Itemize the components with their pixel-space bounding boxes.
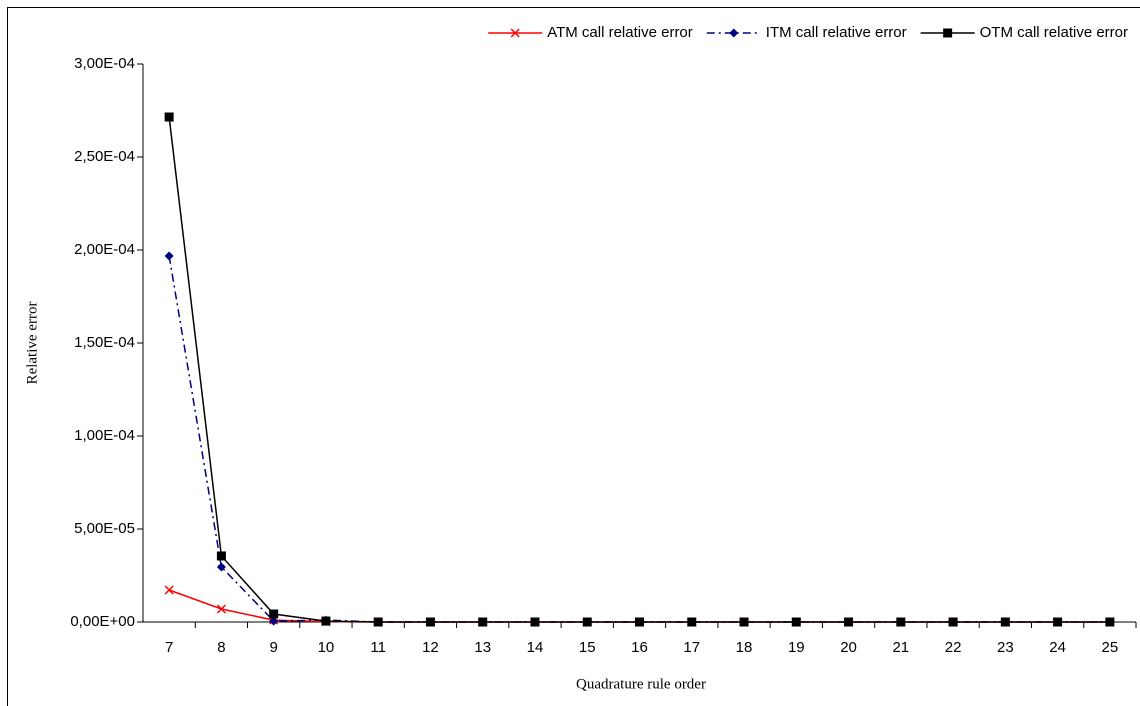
x-tick-label: 19	[788, 639, 805, 656]
x-tick-label: 16	[631, 639, 648, 656]
x-tick-label: 11	[370, 639, 386, 656]
data-point	[530, 617, 540, 627]
x-tick-label: 22	[945, 639, 962, 656]
x-tick-label: 25	[1102, 639, 1119, 656]
x-axis-label: Quadrature rule order	[576, 676, 706, 692]
x-tick-label: 21	[892, 639, 909, 656]
x-tick-label: 10	[318, 639, 335, 656]
y-tick-label: 0,00E+00	[70, 613, 135, 630]
legend-marker	[943, 28, 953, 38]
data-point	[582, 617, 592, 627]
data-point	[478, 617, 488, 627]
data-point	[1000, 617, 1010, 627]
x-tick-label: 13	[474, 639, 491, 656]
x-tick-label: 7	[165, 639, 173, 656]
x-tick-label: 12	[422, 639, 439, 656]
data-point	[269, 609, 279, 619]
chart-frame	[7, 7, 1140, 706]
legend-marker	[510, 28, 520, 38]
data-point	[216, 604, 226, 614]
x-tick-label: 24	[1049, 639, 1066, 656]
data-point	[373, 617, 383, 627]
data-point	[687, 617, 697, 627]
y-tick-label: 1,50E-04	[74, 334, 135, 351]
y-tick-label: 5,00E-05	[74, 520, 135, 537]
data-point	[1053, 617, 1063, 627]
y-tick-label: 2,50E-04	[74, 148, 135, 165]
data-point	[164, 251, 174, 261]
data-point	[425, 617, 435, 627]
data-point	[216, 551, 226, 561]
x-tick-label: 17	[683, 639, 700, 656]
y-tick-label: 3,00E-04	[74, 55, 135, 72]
x-tick-label: 23	[997, 639, 1014, 656]
x-tick-label: 18	[736, 639, 753, 656]
x-tick-label: 20	[840, 639, 857, 656]
x-tick-label: 15	[579, 639, 596, 656]
legend-label: ATM call relative error	[547, 24, 693, 41]
data-point	[164, 585, 174, 595]
data-point	[635, 617, 644, 627]
series-line	[168, 255, 1110, 623]
y-axis-label: Relative error	[24, 302, 40, 385]
legend-marker	[729, 28, 739, 38]
data-point	[164, 112, 174, 122]
data-point	[896, 617, 906, 627]
data-point	[269, 616, 279, 626]
data-point	[216, 562, 226, 572]
data-point	[321, 616, 331, 626]
series-line	[168, 589, 1110, 623]
legend-label: OTM call relative error	[980, 24, 1128, 41]
data-point	[791, 617, 801, 627]
data-point	[739, 617, 749, 627]
x-tick-label: 14	[527, 639, 544, 656]
y-tick-label: 2,00E-04	[74, 241, 135, 258]
y-tick-label: 1,00E-04	[74, 427, 135, 444]
data-point	[948, 617, 958, 627]
data-point	[1105, 617, 1115, 627]
series-line	[168, 116, 1110, 623]
x-tick-label: 9	[269, 639, 277, 656]
legend-label: ITM call relative error	[766, 24, 907, 41]
data-point	[844, 617, 854, 627]
x-tick-label: 8	[217, 639, 225, 656]
